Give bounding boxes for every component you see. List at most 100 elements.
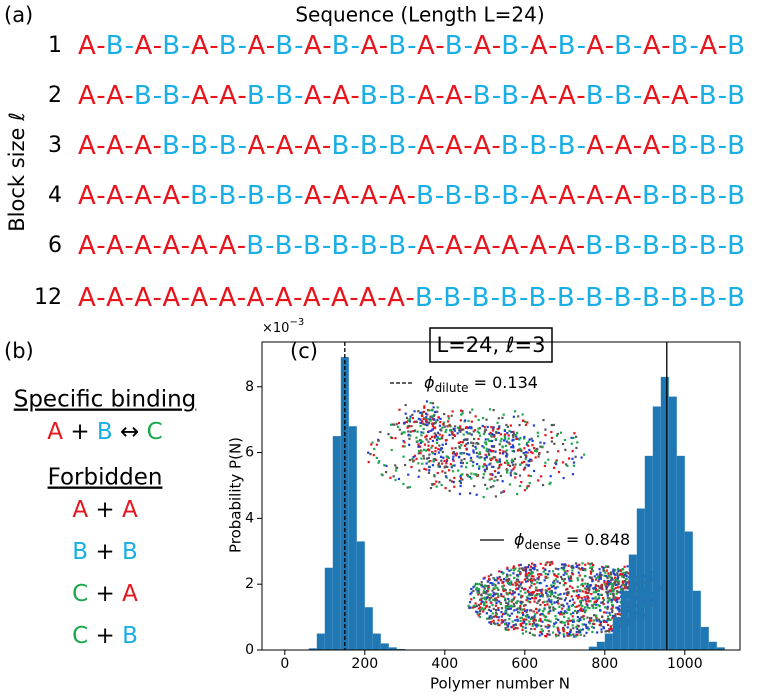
snapshot-bead (494, 611, 498, 614)
snapshot-bead (422, 427, 425, 431)
snapshot-bead (582, 608, 585, 611)
snapshot-bead (509, 471, 512, 475)
snapshot-bead (551, 631, 555, 634)
snapshot-bead (506, 605, 509, 608)
snapshot-bead (486, 590, 489, 593)
snapshot-bead (591, 622, 595, 625)
snapshot-bead (494, 592, 498, 595)
snapshot-bead (434, 458, 438, 462)
snapshot-bead (461, 441, 464, 444)
snapshot-bead (583, 610, 587, 613)
bar (324, 567, 333, 650)
snapshot-bead (616, 586, 619, 589)
snapshot-bead (523, 435, 526, 439)
snapshot-bead (437, 451, 440, 454)
snapshot-bead (520, 594, 523, 597)
snapshot-bead (477, 607, 480, 610)
snapshot-bead (598, 593, 601, 596)
snapshot-bead (458, 426, 461, 430)
snapshot-bead (427, 471, 431, 474)
snapshot-bead (611, 629, 614, 632)
snapshot-bead (501, 452, 505, 455)
snapshot-bead (529, 609, 532, 612)
snapshot-bead (594, 587, 597, 591)
snapshot-bead (585, 600, 588, 603)
snapshot-bead (539, 595, 542, 598)
snapshot-bead (475, 474, 478, 477)
snapshot-bead (434, 450, 437, 453)
snapshot-bead (506, 453, 509, 456)
snapshot-bead (476, 610, 479, 614)
snapshot-bead (548, 633, 551, 636)
snapshot-bead (554, 607, 557, 611)
snapshot-bead (538, 589, 541, 592)
snapshot-bead (489, 573, 493, 576)
chart-title: L=24, ℓ=3 (437, 333, 546, 357)
snapshot-bead (501, 446, 504, 449)
snapshot-bead (560, 563, 564, 566)
snapshot-bead (508, 464, 512, 467)
snapshot-bead (513, 457, 517, 460)
snapshot-bead (502, 584, 505, 587)
snapshot-bead (558, 632, 561, 635)
snapshot-bead (492, 435, 496, 438)
snapshot-bead (527, 444, 530, 447)
snapshot-bead (509, 474, 512, 477)
snapshot-bead (436, 471, 439, 475)
snapshot-bead (459, 409, 463, 412)
snapshot-bead (605, 620, 608, 623)
snapshot-bead (491, 457, 494, 460)
snapshot-bead (485, 466, 489, 469)
snapshot-bead (618, 610, 621, 613)
snapshot-bead (453, 425, 457, 428)
snapshot-bead (525, 442, 529, 445)
snapshot-bead (480, 607, 484, 610)
snapshot-bead (490, 439, 494, 443)
snapshot-bead (480, 597, 483, 600)
snapshot-bead (502, 450, 505, 453)
snapshot-bead (546, 626, 549, 629)
snapshot-bead (474, 602, 477, 605)
snapshot-bead (472, 604, 475, 607)
snapshot-bead (508, 618, 511, 621)
snapshot-bead (464, 438, 467, 441)
snapshot-bead (438, 481, 441, 484)
snapshot-bead (475, 447, 478, 450)
snapshot-bead (554, 596, 557, 599)
snapshot-bead (519, 606, 522, 609)
snapshot-bead (461, 478, 464, 481)
snapshot-bead (456, 432, 459, 435)
snapshot-bead (431, 402, 435, 405)
snapshot-bead (566, 464, 569, 467)
snapshot-bead (426, 418, 429, 421)
snapshot-bead (566, 570, 569, 573)
snapshot-bead (527, 590, 530, 594)
snapshot-bead (609, 576, 612, 579)
snapshot-bead (468, 432, 471, 435)
snapshot-bead (460, 459, 463, 462)
snapshot-bead (505, 455, 508, 458)
snapshot-bead (498, 452, 502, 455)
snapshot-bead (534, 579, 537, 582)
snapshot-bead (407, 430, 410, 433)
snapshot-bead (490, 426, 493, 429)
snapshot-bead (465, 461, 469, 465)
snapshot-bead (419, 445, 422, 448)
snapshot-bead (431, 444, 434, 448)
snapshot-bead (577, 625, 580, 628)
snapshot-bead (537, 575, 541, 579)
snapshot-bead (431, 439, 435, 443)
snapshot-bead (491, 603, 494, 607)
snapshot-bead (541, 445, 544, 448)
snapshot-bead (408, 437, 411, 440)
bar (700, 626, 709, 650)
snapshot-bead (579, 633, 582, 636)
snapshot-bead (489, 609, 493, 613)
snapshot-bead (590, 567, 594, 571)
snapshot-bead (545, 635, 548, 638)
snapshot-bead (472, 430, 475, 433)
snapshot-bead (516, 627, 519, 630)
snapshot-bead (603, 620, 606, 623)
snapshot-bead (498, 460, 502, 463)
snapshot-bead (556, 575, 559, 579)
